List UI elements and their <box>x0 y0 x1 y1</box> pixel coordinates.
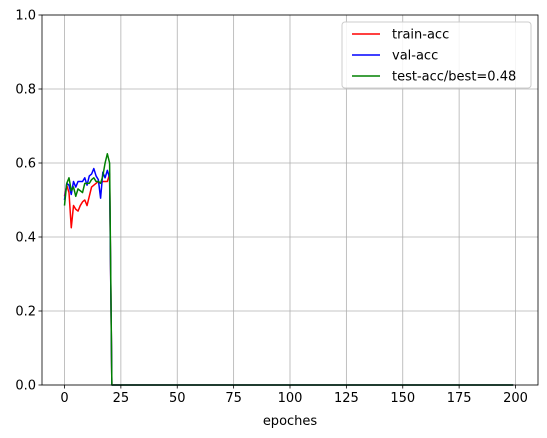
x-tick-label: 25 <box>113 391 130 406</box>
x-tick-label: 175 <box>447 391 472 406</box>
y-tick-label: 0.0 <box>15 379 36 394</box>
series-line-val-acc <box>63 167 514 386</box>
y-axis-ticks: 0.0 0.2 0.4 0.6 0.8 1.0 <box>15 9 42 394</box>
x-tick-label: 125 <box>334 391 359 406</box>
legend-label: train-acc <box>392 28 449 43</box>
series-line-train-acc <box>63 173 514 386</box>
x-tick-label: 0 <box>60 391 68 406</box>
legend-box <box>341 21 532 89</box>
x-tick-label: 150 <box>390 391 415 406</box>
x-tick-label: 100 <box>278 391 303 406</box>
legend-label: val-acc <box>392 49 438 64</box>
series-line-test-acc-best-0-48 <box>63 153 514 386</box>
y-tick-label: 0.2 <box>15 305 36 320</box>
y-tick-label: 0.8 <box>15 83 36 98</box>
legend-label: test-acc/best=0.48 <box>392 70 516 85</box>
x-axis-label: epoches <box>263 414 318 429</box>
legend: train-acc val-acc test-acc/best=0.48 <box>341 21 532 89</box>
x-tick-label: 50 <box>169 391 186 406</box>
y-tick-label: 0.4 <box>15 231 36 246</box>
x-tick-label: 75 <box>225 391 242 406</box>
y-tick-label: 0.6 <box>15 157 36 172</box>
y-tick-label: 1.0 <box>15 9 36 24</box>
series-lines <box>63 153 514 386</box>
x-axis-ticks: 0 25 50 75 100 125 150 175 200 <box>60 385 528 406</box>
x-tick-label: 200 <box>503 391 528 406</box>
